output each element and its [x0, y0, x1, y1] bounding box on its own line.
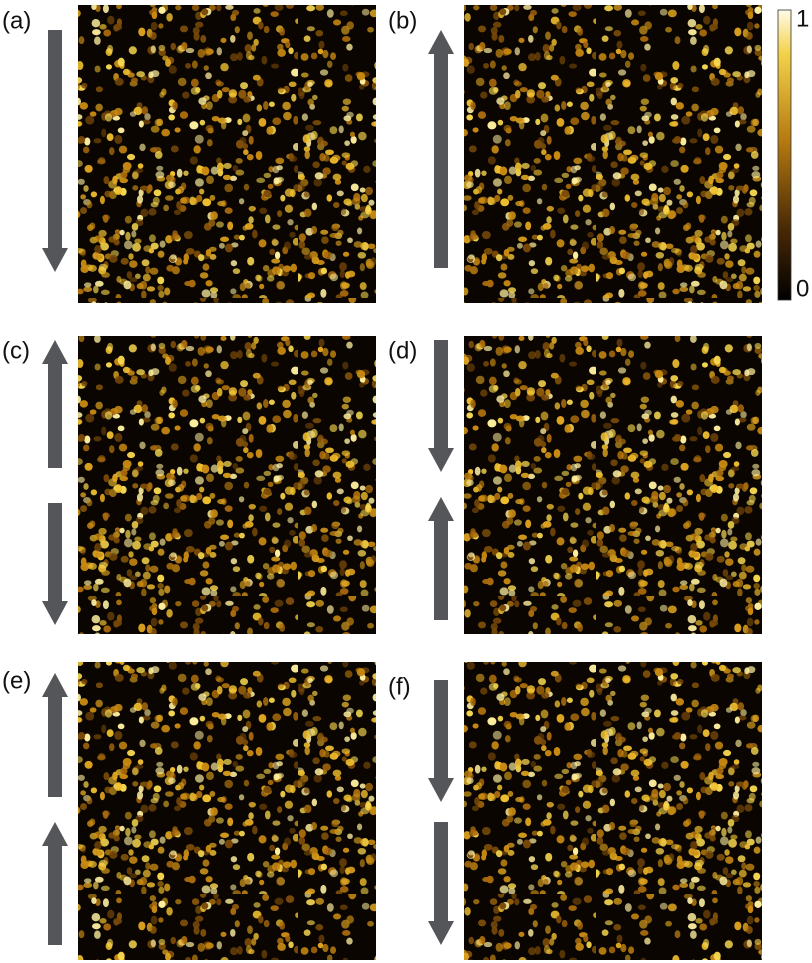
panel-label: (d) [388, 337, 417, 364]
microscopy-image [464, 662, 762, 960]
microscopy-image [464, 5, 762, 303]
direction-arrow [42, 30, 68, 272]
microscopy-image [464, 336, 762, 634]
direction-arrow [42, 673, 68, 797]
direction-arrow [42, 822, 68, 945]
panel-label: (a) [2, 7, 31, 34]
microscopy-image [78, 5, 376, 303]
direction-arrow [42, 340, 68, 468]
direction-arrow [428, 822, 454, 945]
direction-arrow [428, 680, 454, 802]
colorbar [777, 9, 792, 301]
panel-label: (f) [388, 673, 411, 700]
direction-arrow [428, 497, 454, 620]
microscopy-image [78, 662, 376, 960]
colorbar-max-label: 1 [796, 5, 809, 32]
panel-label: (c) [2, 337, 30, 364]
colorbar-min-label: 0 [796, 275, 809, 302]
microscopy-image [78, 336, 376, 634]
direction-arrow [42, 503, 68, 625]
direction-arrow [428, 340, 454, 472]
direction-arrow [428, 30, 454, 268]
panel-label: (e) [2, 667, 31, 694]
panel-label: (b) [388, 7, 417, 34]
